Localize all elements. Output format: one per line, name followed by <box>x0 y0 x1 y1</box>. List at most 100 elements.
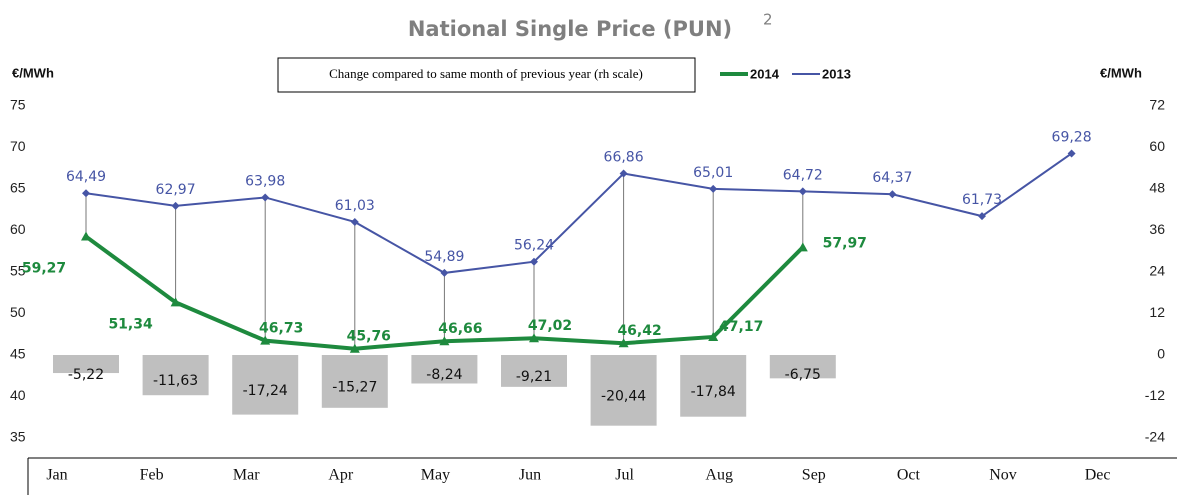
marker <box>440 268 449 277</box>
chart-title: National Single Price (PUN) <box>408 17 732 41</box>
bar <box>232 355 299 415</box>
bar <box>590 355 657 426</box>
value-label: 54,89 <box>424 249 464 265</box>
value-label: 46,66 <box>438 321 482 337</box>
value-label: 56,24 <box>514 238 554 254</box>
value-label: 47,02 <box>528 318 572 334</box>
bar-value-label: -8,24 <box>426 367 462 383</box>
bar <box>411 355 478 384</box>
marker <box>709 184 718 193</box>
marker <box>439 336 450 346</box>
value-label: 47,17 <box>719 319 763 335</box>
marker <box>619 169 628 178</box>
value-label: 69,28 <box>1052 129 1092 145</box>
value-label: 62,97 <box>156 182 196 198</box>
bar-value-label: -17,84 <box>691 384 736 400</box>
y2-tick-label: 48 <box>1149 180 1165 196</box>
legend-label: 2013 <box>822 66 851 81</box>
marker <box>349 343 360 353</box>
y-tick-label: 35 <box>10 429 26 445</box>
legend-label: 2014 <box>750 66 780 81</box>
x-tick-label: Jun <box>519 467 541 484</box>
y-tick-label: 50 <box>10 304 26 320</box>
value-label: 61,73 <box>962 192 1002 208</box>
y-axis-label: €/MWh <box>12 65 54 80</box>
y-tick-label: 60 <box>10 221 26 237</box>
x-tick-label: Dec <box>1085 467 1111 484</box>
y2-tick-label: 12 <box>1149 304 1165 320</box>
title-note: 2 <box>763 11 773 29</box>
y-tick-label: 70 <box>10 138 26 154</box>
x-tick-label: Jan <box>46 467 67 484</box>
marker <box>81 231 91 241</box>
x-tick-label: Oct <box>897 467 921 484</box>
marker <box>1067 149 1076 158</box>
bar <box>769 355 836 379</box>
marker <box>978 212 986 221</box>
bar <box>680 355 747 417</box>
value-label: 64,37 <box>872 170 912 186</box>
y-tick-label: 40 <box>10 387 26 403</box>
y2-tick-label: 24 <box>1149 263 1165 279</box>
y-tick-label: 55 <box>10 263 26 279</box>
marker <box>618 338 629 348</box>
x-tick-label: Nov <box>989 467 1017 484</box>
value-label: 64,72 <box>783 167 823 183</box>
marker <box>82 189 90 198</box>
x-tick-label: Feb <box>140 467 164 484</box>
y-tick-label: 45 <box>10 346 26 362</box>
value-label: 46,73 <box>259 321 303 337</box>
x-tick-label: Jul <box>615 467 634 484</box>
y2-tick-label: 72 <box>1149 97 1165 113</box>
marker <box>170 297 181 307</box>
x-tick-label: Mar <box>233 467 260 484</box>
marker <box>798 187 807 196</box>
marker <box>888 190 897 199</box>
y2-tick-label: 36 <box>1149 221 1165 237</box>
x-tick-label: Sep <box>802 467 826 484</box>
marker <box>261 193 270 202</box>
bar-value-label: -15,27 <box>332 379 377 395</box>
value-label: 66,86 <box>604 150 644 166</box>
value-label: 57,97 <box>823 235 867 251</box>
marker <box>260 335 271 345</box>
bar <box>53 355 119 374</box>
bar <box>501 355 567 387</box>
y2-tick-label: 60 <box>1149 138 1165 154</box>
marker <box>530 257 538 266</box>
x-tick-label: May <box>421 467 450 484</box>
y2-tick-label: -12 <box>1145 387 1165 403</box>
line <box>85 152 1073 274</box>
marker <box>708 331 719 341</box>
bar <box>142 355 209 396</box>
bar-value-label: -5,22 <box>68 367 104 383</box>
value-label: 63,98 <box>245 173 285 189</box>
value-label: 59,27 <box>22 261 66 277</box>
value-label: 46,42 <box>617 323 661 339</box>
bar-value-label: -20,44 <box>601 388 646 404</box>
marker <box>171 201 180 210</box>
legend-label: Change compared to same month of previou… <box>329 66 643 81</box>
value-label: 65,01 <box>693 165 733 181</box>
bar-value-label: -6,75 <box>785 367 821 383</box>
marker <box>797 242 808 252</box>
y-tick-label: 75 <box>10 97 26 113</box>
legend-box <box>277 57 696 93</box>
y2-tick-label: 0 <box>1157 346 1165 362</box>
value-label: 64,49 <box>66 169 106 185</box>
y2-tick-label: -24 <box>1145 429 1165 445</box>
value-label: 61,03 <box>335 198 375 214</box>
x-tick-label: Apr <box>328 467 354 484</box>
bar-value-label: -11,63 <box>153 373 198 389</box>
value-label: 51,34 <box>108 316 153 332</box>
bar <box>321 355 388 408</box>
bar-value-label: -9,21 <box>516 369 552 385</box>
y2-axis-label: €/MWh <box>1100 65 1142 80</box>
x-tick-label: Aug <box>705 467 733 484</box>
marker <box>529 333 539 343</box>
marker <box>350 217 359 226</box>
value-label: 45,76 <box>347 329 391 345</box>
bar-value-label: -17,24 <box>243 383 288 399</box>
y-tick-label: 65 <box>10 180 26 196</box>
